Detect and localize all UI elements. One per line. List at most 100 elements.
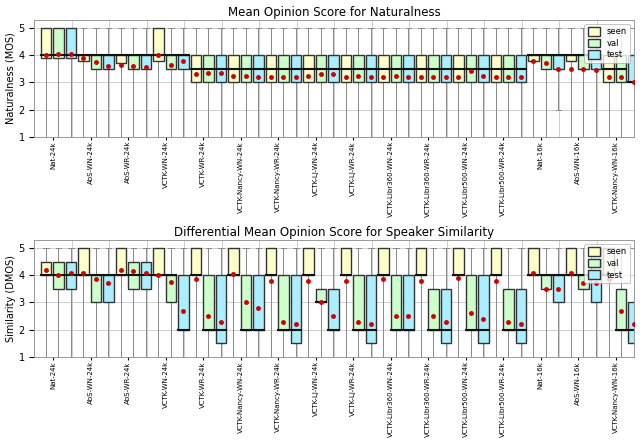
- Bar: [316, 289, 326, 303]
- Bar: [103, 275, 114, 303]
- Bar: [103, 55, 114, 69]
- Bar: [591, 248, 602, 303]
- Bar: [291, 275, 301, 343]
- Bar: [365, 275, 376, 343]
- Bar: [241, 275, 252, 330]
- Bar: [328, 289, 339, 330]
- Bar: [403, 275, 414, 330]
- Bar: [65, 262, 76, 289]
- Bar: [516, 289, 526, 343]
- Bar: [141, 55, 151, 69]
- Bar: [566, 248, 576, 275]
- Bar: [491, 248, 501, 275]
- Bar: [541, 55, 551, 69]
- Bar: [378, 248, 388, 275]
- Bar: [353, 55, 364, 82]
- Bar: [390, 55, 401, 82]
- Title: Differential Mean Opinion Score for Speaker Similarity: Differential Mean Opinion Score for Spea…: [174, 225, 495, 239]
- Legend: seen, val, test: seen, val, test: [584, 244, 630, 283]
- Bar: [78, 55, 89, 61]
- Bar: [91, 55, 101, 69]
- Bar: [441, 55, 451, 82]
- Bar: [353, 275, 364, 330]
- Bar: [53, 262, 64, 289]
- Bar: [491, 55, 501, 82]
- Bar: [53, 28, 64, 58]
- Bar: [478, 275, 489, 343]
- Bar: [553, 55, 564, 69]
- Legend: seen, val, test: seen, val, test: [584, 24, 630, 63]
- Bar: [316, 55, 326, 82]
- Bar: [478, 55, 489, 82]
- Bar: [228, 248, 239, 275]
- Bar: [191, 248, 201, 275]
- Bar: [291, 55, 301, 82]
- Bar: [503, 55, 514, 82]
- Bar: [166, 55, 176, 69]
- Bar: [553, 275, 564, 303]
- Bar: [178, 275, 189, 330]
- Bar: [91, 275, 101, 303]
- Bar: [191, 55, 201, 82]
- Bar: [241, 55, 252, 82]
- Bar: [228, 55, 239, 82]
- Bar: [453, 55, 464, 82]
- Bar: [441, 289, 451, 343]
- Bar: [415, 248, 426, 275]
- Bar: [216, 55, 226, 82]
- Bar: [528, 248, 539, 275]
- Bar: [128, 262, 139, 289]
- Bar: [378, 55, 388, 82]
- Bar: [466, 55, 476, 82]
- Bar: [591, 55, 602, 69]
- Bar: [203, 275, 214, 330]
- Y-axis label: Naturalness (MOS): Naturalness (MOS): [6, 32, 15, 124]
- Bar: [40, 262, 51, 275]
- Bar: [128, 55, 139, 69]
- Bar: [78, 248, 89, 275]
- Y-axis label: Similarity (DMOS): Similarity (DMOS): [6, 255, 15, 342]
- Bar: [578, 275, 589, 289]
- Bar: [116, 55, 126, 63]
- Bar: [266, 248, 276, 275]
- Bar: [216, 275, 226, 343]
- Bar: [365, 55, 376, 82]
- Bar: [503, 289, 514, 330]
- Bar: [278, 55, 289, 82]
- Bar: [278, 275, 289, 330]
- Bar: [40, 28, 51, 58]
- Bar: [528, 55, 539, 61]
- Bar: [428, 289, 439, 330]
- Bar: [65, 28, 76, 58]
- Title: Mean Opinion Score for Naturalness: Mean Opinion Score for Naturalness: [228, 6, 441, 19]
- Bar: [578, 55, 589, 69]
- Bar: [428, 55, 439, 82]
- Bar: [203, 55, 214, 82]
- Bar: [116, 248, 126, 275]
- Bar: [541, 275, 551, 289]
- Bar: [616, 55, 627, 82]
- Bar: [616, 289, 627, 330]
- Bar: [566, 55, 576, 61]
- Bar: [266, 55, 276, 82]
- Bar: [153, 28, 164, 61]
- Bar: [628, 55, 639, 82]
- Bar: [328, 55, 339, 82]
- Bar: [141, 262, 151, 289]
- Bar: [628, 303, 639, 343]
- Bar: [253, 275, 264, 330]
- Bar: [340, 55, 351, 82]
- Bar: [415, 55, 426, 82]
- Bar: [253, 55, 264, 82]
- Bar: [603, 248, 614, 275]
- Bar: [390, 275, 401, 330]
- Bar: [178, 55, 189, 69]
- Bar: [466, 275, 476, 330]
- Bar: [453, 248, 464, 275]
- Bar: [603, 55, 614, 82]
- Bar: [166, 275, 176, 303]
- Bar: [303, 248, 314, 275]
- Bar: [153, 248, 164, 275]
- Bar: [516, 55, 526, 82]
- Bar: [403, 55, 414, 82]
